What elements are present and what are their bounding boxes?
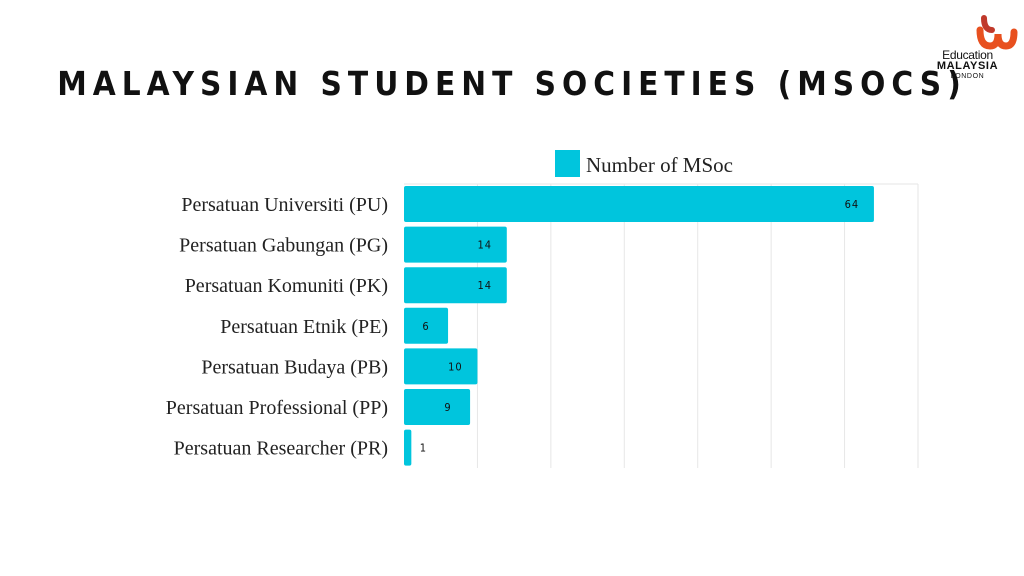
bar — [404, 186, 874, 222]
bar — [404, 267, 507, 304]
logo-mark-icon — [976, 15, 1018, 50]
logo-text-education: Education — [942, 48, 993, 62]
category-label: Persatuan Professional (PP) — [166, 397, 388, 419]
bar — [404, 429, 412, 466]
category-label: Persatuan Komuniti (PK) — [185, 275, 388, 297]
bar — [404, 389, 471, 425]
logo-text-malaysia: MALAYSIA — [936, 60, 999, 72]
category-label: Persatuan Gabungan (PG) — [179, 235, 388, 257]
data-label: 14 — [478, 239, 493, 252]
bar — [404, 307, 449, 344]
logo-text-london: LONDON — [950, 73, 985, 80]
data-label: 64 — [845, 198, 860, 211]
legend-swatch — [555, 150, 580, 177]
legend-label: Number of MSoc — [586, 153, 733, 177]
data-label: 6 — [422, 320, 429, 333]
category-label: Persatuan Universiti (PU) — [181, 194, 388, 216]
category-label: Persatuan Etnik (PE) — [220, 316, 388, 338]
bar — [404, 348, 478, 385]
data-label: 14 — [478, 279, 493, 292]
data-label: 9 — [444, 401, 451, 414]
category-label: Persatuan Budaya (PB) — [201, 356, 388, 378]
education-malaysia-logo: Education MALAYSIA LONDON — [920, 12, 1020, 82]
data-label: 10 — [448, 360, 463, 373]
chart-title: MALAYSIAN STUDENT SOCIETIES (MSOCS) — [57, 64, 967, 103]
bar — [404, 226, 507, 263]
data-label: 1 — [420, 442, 427, 455]
category-label: Persatuan Researcher (PR) — [174, 438, 388, 460]
